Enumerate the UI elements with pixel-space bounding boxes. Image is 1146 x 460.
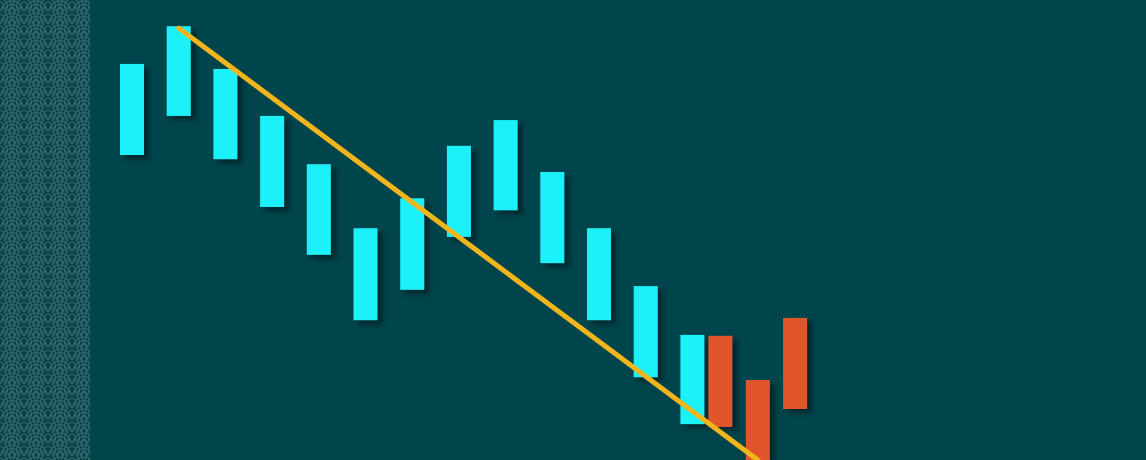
renko-brick-up-12 [633,286,658,378]
trend-layer [176,25,761,460]
renko-brick-up-8 [446,145,471,237]
renko-brick-up-9 [493,120,518,211]
renko-brick-down-3 [783,317,808,409]
renko-brick-up-1 [120,63,144,155]
trendline [176,25,761,460]
renko-brick-up-3 [213,69,238,160]
wave-pattern-icon [0,0,90,460]
renko-brick-up-5 [306,164,331,255]
renko-brick-down-1 [708,335,733,427]
renko-brick-up-4 [260,115,285,207]
renko-brick-up-2 [166,26,191,116]
renko-brick-up-10 [540,172,565,264]
renko-brick-up-7 [400,198,425,290]
renko-brick-up-11 [587,228,611,321]
decorative-wave-pattern [0,0,90,460]
renko-brick-up-6 [353,228,378,321]
renko-brick-down-2 [745,380,770,460]
bars-layer [120,26,808,460]
